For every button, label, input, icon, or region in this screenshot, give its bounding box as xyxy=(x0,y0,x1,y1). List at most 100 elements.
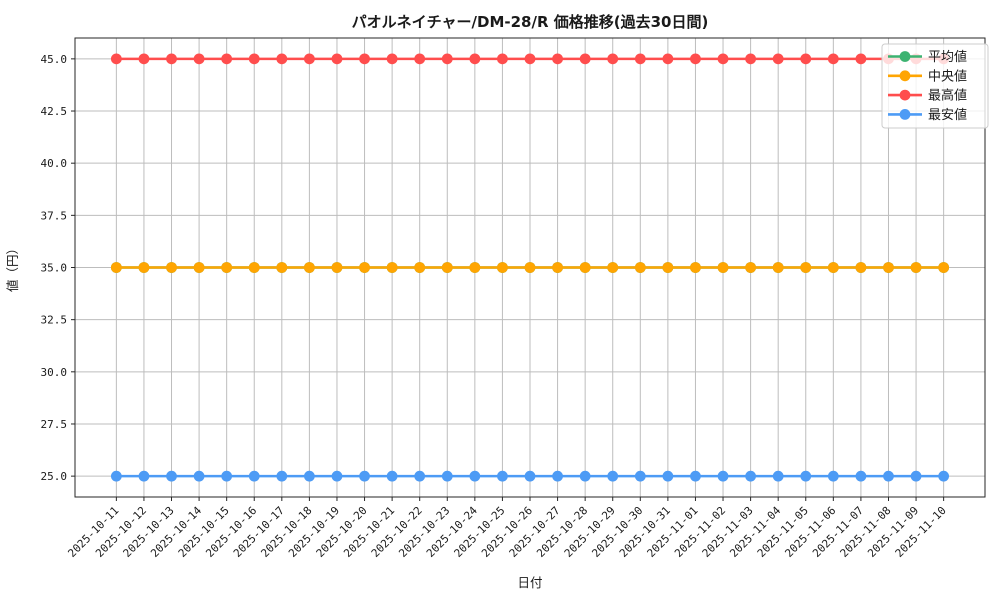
data-point-marker xyxy=(745,262,757,273)
data-point-marker xyxy=(607,53,619,65)
data-point-marker xyxy=(166,53,177,65)
data-point-marker xyxy=(607,470,619,482)
legend-marker xyxy=(899,89,911,101)
y-tick-label: 42.5 xyxy=(41,105,68,118)
y-tick-label: 30.0 xyxy=(41,366,68,379)
data-point-marker xyxy=(221,262,233,273)
data-point-marker xyxy=(497,470,508,482)
data-point-marker xyxy=(883,262,894,273)
y-tick-label: 40.0 xyxy=(41,157,68,170)
data-point-marker xyxy=(800,262,812,273)
legend-label: 最安値 xyxy=(928,107,967,123)
data-point-marker xyxy=(386,53,398,65)
data-point-marker xyxy=(414,53,426,65)
data-point-marker xyxy=(690,470,701,482)
data-point-marker xyxy=(138,53,150,65)
data-point-marker xyxy=(772,53,784,65)
data-point-marker xyxy=(331,53,343,65)
data-point-marker xyxy=(690,53,701,65)
data-point-marker xyxy=(827,470,839,482)
data-point-marker xyxy=(441,470,453,482)
data-point-marker xyxy=(221,53,233,65)
data-point-marker xyxy=(359,53,370,65)
data-point-marker xyxy=(690,262,701,273)
data-point-marker xyxy=(193,262,205,273)
data-point-marker xyxy=(800,470,812,482)
data-point-marker xyxy=(138,262,150,273)
legend-label: 最高値 xyxy=(928,88,967,104)
data-point-marker xyxy=(717,470,729,482)
data-point-marker xyxy=(414,262,426,273)
data-point-marker xyxy=(772,262,784,273)
data-point-marker xyxy=(662,262,674,273)
series-3 xyxy=(110,470,950,482)
x-axis-label: 日付 xyxy=(517,575,542,590)
data-point-marker xyxy=(110,262,122,273)
data-point-marker xyxy=(331,262,343,273)
data-point-marker xyxy=(827,53,839,65)
axes: 25.027.530.032.535.037.540.042.545.02025… xyxy=(41,37,986,560)
data-point-marker xyxy=(607,262,619,273)
data-point-marker xyxy=(193,470,205,482)
series-layer xyxy=(110,53,950,482)
data-point-marker xyxy=(524,53,536,65)
data-point-marker xyxy=(276,470,288,482)
data-point-marker xyxy=(745,53,757,65)
y-tick-label: 32.5 xyxy=(41,314,68,327)
legend-item: 中央値 xyxy=(888,68,967,84)
data-point-marker xyxy=(552,470,563,482)
legend-marker xyxy=(899,51,911,62)
data-point-marker xyxy=(469,262,481,273)
data-point-marker xyxy=(662,470,674,482)
data-point-marker xyxy=(552,53,563,65)
legend-marker xyxy=(899,70,911,82)
legend-box xyxy=(881,43,989,129)
data-point-marker xyxy=(359,262,370,273)
data-point-marker xyxy=(579,470,591,482)
data-point-marker xyxy=(910,470,922,482)
data-point-marker xyxy=(386,470,398,482)
data-point-marker xyxy=(827,262,839,273)
data-point-marker xyxy=(855,470,867,482)
data-point-marker xyxy=(883,470,894,482)
y-axis-label: 値（円） xyxy=(5,242,20,292)
data-point-marker xyxy=(579,262,591,273)
y-tick-label: 27.5 xyxy=(41,418,68,431)
y-tick-label: 45.0 xyxy=(41,53,68,66)
data-point-marker xyxy=(800,53,812,65)
data-point-marker xyxy=(110,470,122,482)
data-point-marker xyxy=(276,53,288,65)
legend-item: 最安値 xyxy=(888,107,967,123)
data-point-marker xyxy=(303,470,315,482)
data-point-marker xyxy=(166,262,177,273)
data-point-marker xyxy=(248,262,260,273)
data-point-marker xyxy=(717,53,729,65)
data-point-marker xyxy=(634,53,646,65)
data-point-marker xyxy=(331,470,343,482)
data-point-marker xyxy=(221,470,233,482)
legend-marker xyxy=(899,109,911,120)
chart-title: パオルネイチャー/DM-28/R 価格推移(過去30日間) xyxy=(352,13,709,31)
data-point-marker xyxy=(938,262,950,273)
data-point-marker xyxy=(414,470,426,482)
data-point-marker xyxy=(386,262,398,273)
legend-label: 中央値 xyxy=(928,68,967,84)
data-point-marker xyxy=(303,262,315,273)
data-point-marker xyxy=(634,470,646,482)
y-tick-label: 37.5 xyxy=(41,209,68,222)
data-point-marker xyxy=(717,262,729,273)
data-point-marker xyxy=(524,470,536,482)
data-point-marker xyxy=(855,53,867,65)
legend-item: 平均値 xyxy=(888,49,967,65)
y-tick-label: 25.0 xyxy=(41,470,68,483)
data-point-marker xyxy=(166,470,177,482)
data-point-marker xyxy=(359,470,370,482)
data-point-marker xyxy=(248,470,260,482)
data-point-marker xyxy=(303,53,315,65)
legend-label: 平均値 xyxy=(928,49,967,65)
data-point-marker xyxy=(138,470,150,482)
data-point-marker xyxy=(248,53,260,65)
data-point-marker xyxy=(938,470,950,482)
